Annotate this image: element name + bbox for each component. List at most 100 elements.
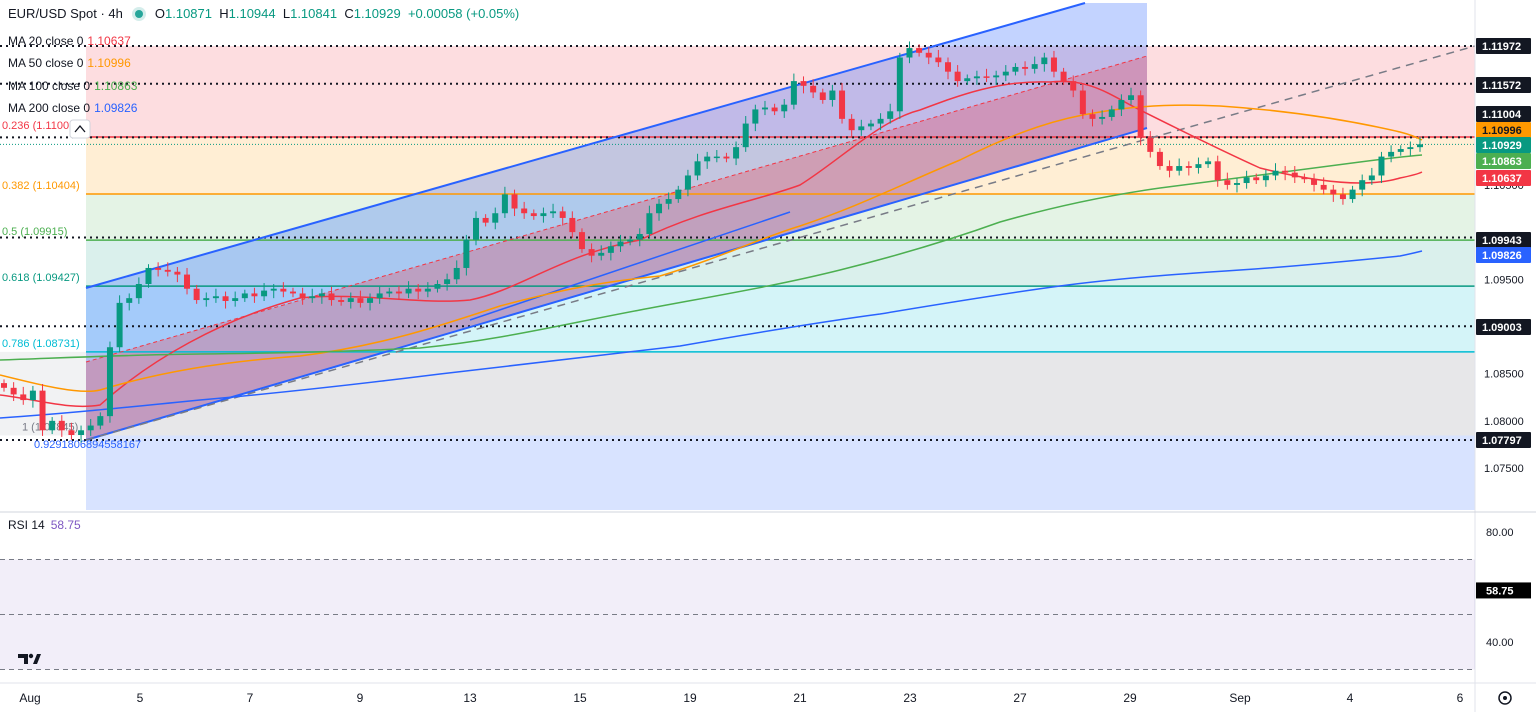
candle-body <box>819 92 826 100</box>
ma20-legend[interactable]: MA 20 close 0 1.10637 <box>8 34 131 48</box>
candle-body <box>289 291 296 294</box>
rsi-value-badge: 58.75 <box>1476 582 1531 599</box>
symbol-title[interactable]: EUR/USD Spot · 4h <box>8 6 123 21</box>
candle <box>135 277 142 304</box>
candle <box>106 341 113 423</box>
price-badge-bg <box>1476 106 1531 122</box>
fib-label: 0.9291806894558167 <box>34 439 141 451</box>
ma200-legend[interactable]: MA 200 close 0 1.09826 <box>8 101 138 115</box>
candle-body <box>781 104 788 112</box>
price-badge: 1.10637 <box>1476 170 1531 186</box>
candle-body <box>896 57 903 112</box>
rsi-legend[interactable]: RSI 14 58.75 <box>8 518 81 532</box>
candle-body <box>858 126 865 131</box>
candle-body <box>1166 166 1173 171</box>
ma-line-50 <box>0 104 1423 393</box>
rsi-tick: 40.00 <box>1486 637 1514 649</box>
candle-body <box>945 62 951 72</box>
ma100-legend[interactable]: MA 100 close 0 1.10863 <box>8 79 138 93</box>
candle <box>925 47 932 65</box>
candle-body <box>1417 144 1423 148</box>
candle <box>829 84 836 107</box>
candle <box>1339 187 1346 205</box>
candle-body <box>20 394 27 401</box>
x-axis-label: 9 <box>357 691 364 705</box>
candle <box>473 211 479 246</box>
candle <box>1166 160 1173 178</box>
x-axis-label: 7 <box>247 691 254 705</box>
candle-body <box>212 296 219 299</box>
fib-zone <box>86 240 1475 287</box>
candle-body <box>1214 161 1221 181</box>
candle-body <box>1031 64 1038 69</box>
candle-body <box>473 217 479 240</box>
candle-body <box>251 293 258 297</box>
candle-body <box>367 298 374 303</box>
x-axis-label: 5 <box>137 691 144 705</box>
candle-body <box>578 232 585 250</box>
candle-body <box>810 85 817 93</box>
x-axis-label: 23 <box>903 691 917 705</box>
candle-body <box>1301 177 1308 180</box>
candle <box>1128 87 1135 105</box>
candle-body <box>761 107 768 110</box>
candle <box>116 295 123 352</box>
price-badge: 1.09826 <box>1476 247 1531 263</box>
candle <box>973 70 980 85</box>
collapse-legend-button <box>69 119 91 139</box>
candle <box>1311 173 1318 192</box>
candle-body <box>1262 175 1269 181</box>
candle <box>405 281 412 299</box>
candle-body <box>993 75 1000 78</box>
candle-body <box>723 156 730 159</box>
candle-body <box>829 90 836 100</box>
channel-bottom-line <box>85 127 1148 441</box>
candle-body <box>1407 147 1414 150</box>
candle-body <box>106 347 113 417</box>
price-badge-bg <box>1476 170 1531 186</box>
candle-body <box>270 288 277 291</box>
candle-body <box>617 241 624 247</box>
candle <box>646 205 653 239</box>
candle-body <box>1320 184 1327 190</box>
candle <box>636 228 643 247</box>
candle-body <box>49 420 56 431</box>
candle-body <box>463 239 470 268</box>
candle-body <box>790 81 797 105</box>
rsi-badge-bg <box>1476 582 1531 599</box>
candle-body <box>627 239 634 242</box>
price-badge-bg <box>1476 137 1531 153</box>
ma50-legend[interactable]: MA 50 close 0 1.10996 <box>8 56 131 70</box>
candle <box>482 214 489 227</box>
candle-body <box>395 291 402 294</box>
channel-lower-fill <box>86 56 1147 440</box>
price-badge: 1.11572 <box>1476 77 1531 93</box>
price-badge-bg <box>1476 153 1531 169</box>
price-tick: 1.09500 <box>1484 274 1524 286</box>
candle <box>935 49 942 67</box>
candle-body <box>1012 66 1019 72</box>
candle <box>1320 177 1327 195</box>
rsi-tick: 80.00 <box>1486 527 1514 539</box>
price-badge-bg <box>1476 77 1531 93</box>
inner-channel-line <box>469 211 791 321</box>
fib-zone <box>86 351 1475 436</box>
candle-body <box>338 300 345 302</box>
candle <box>415 284 422 300</box>
candle <box>367 293 374 311</box>
candle <box>1301 173 1308 184</box>
candle-body <box>184 274 191 289</box>
candle <box>761 100 768 116</box>
price-badge: 1.09003 <box>1476 319 1531 335</box>
price-badge-text: 1.09943 <box>1482 235 1522 247</box>
candle <box>49 417 56 435</box>
candle-body <box>78 430 85 435</box>
candle <box>916 44 923 57</box>
candle-body <box>309 296 316 299</box>
candle <box>790 73 797 110</box>
candle-body <box>752 109 759 124</box>
candle-body <box>1388 151 1395 157</box>
candle-body <box>694 161 701 176</box>
